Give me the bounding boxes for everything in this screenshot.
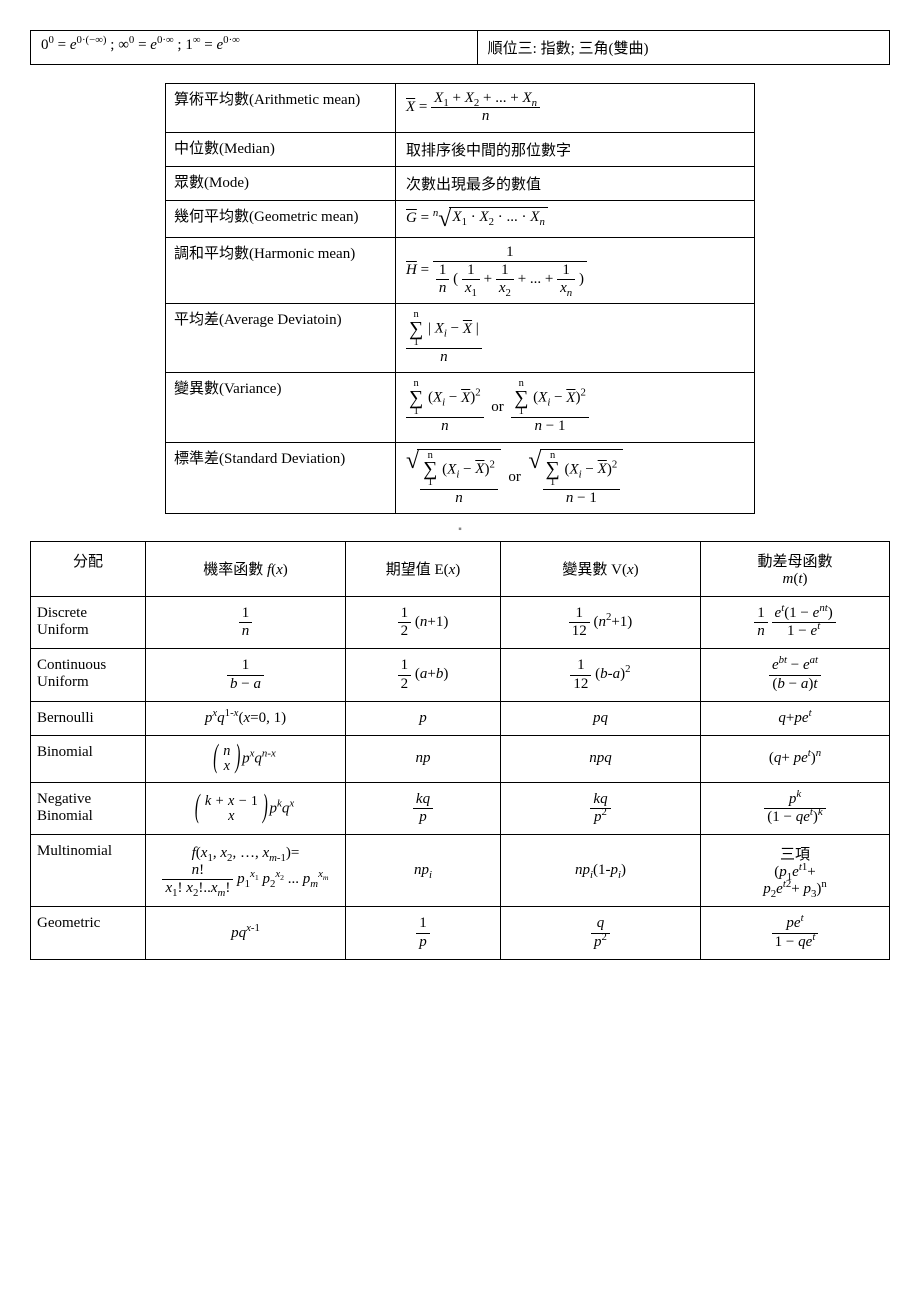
- dist-name: ContinuousUniform: [31, 649, 146, 702]
- indeterminate-forms-cell: 00 = e0·(−∞) ; ∞0 = e0·∞ ; 1∞ = e0·∞: [31, 31, 478, 65]
- indeterminate-forms-table: 00 = e0·(−∞) ; ∞0 = e0·∞ ; 1∞ = e0·∞ 順位三…: [30, 30, 890, 65]
- dist-name: Binomial: [31, 735, 146, 782]
- dist-row: Binomialnx pxqn-xnpnpq(q+ pet)n: [31, 735, 890, 782]
- stat-formula: n∑1 (Xi − X)2n or n∑1 (Xi − X)2n − 1: [396, 373, 755, 442]
- dist-vx: 112 (b-a)2: [501, 649, 701, 702]
- stat-formula: H = 11n ( 1x1 + 1x2 + ... + 1xn ): [396, 237, 755, 304]
- stat-label: 幾何平均數(Geometric mean): [166, 200, 396, 237]
- dist-mt: (q+ pet)n: [701, 735, 890, 782]
- dist-ex: p: [346, 701, 501, 735]
- stat-row: 眾數(Mode)次數出現最多的數值: [166, 166, 755, 200]
- priority-note-cell: 順位三: 指數; 三角(雙曲): [477, 31, 889, 65]
- dist-mt: 三項(p1et1+p2et2+ p3)n: [701, 835, 890, 907]
- stat-row: 算術平均數(Arithmetic mean)X = X1 + X2 + ... …: [166, 84, 755, 133]
- dist-name: NegativeBinomial: [31, 782, 146, 835]
- dist-mt: q+pet: [701, 701, 890, 735]
- dist-ex: kqp: [346, 782, 501, 835]
- statistics-definitions-table: 算術平均數(Arithmetic mean)X = X1 + X2 + ... …: [165, 83, 755, 514]
- dist-fx: pxq1-x(x=0, 1): [146, 701, 346, 735]
- dist-row: Multinomialf(x1, x2, …, xm-1)=n!x1! x2!.…: [31, 835, 890, 907]
- stat-label: 變異數(Variance): [166, 373, 396, 442]
- stat-label: 調和平均數(Harmonic mean): [166, 237, 396, 304]
- dist-vx: npi(1-pi): [501, 835, 701, 907]
- dist-hdr-fx: 機率函數 f(x): [146, 541, 346, 596]
- dist-mt: ebt − eat(b − a)t: [701, 649, 890, 702]
- stat-formula: 取排序後中間的那位數字: [396, 132, 755, 166]
- dist-name: DiscreteUniform: [31, 596, 146, 649]
- stat-label: 中位數(Median): [166, 132, 396, 166]
- dist-name: Geometric: [31, 907, 146, 960]
- stat-row: 變異數(Variance)n∑1 (Xi − X)2n or n∑1 (Xi −…: [166, 373, 755, 442]
- dist-ex: 1p: [346, 907, 501, 960]
- stat-label: 算術平均數(Arithmetic mean): [166, 84, 396, 133]
- dist-fx: nx pxqn-x: [146, 735, 346, 782]
- dist-hdr-name: 分配: [31, 541, 146, 596]
- dist-vx: kqp2: [501, 782, 701, 835]
- dist-ex: 12 (n+1): [346, 596, 501, 649]
- stat-row: 中位數(Median)取排序後中間的那位數字: [166, 132, 755, 166]
- dist-fx: k + x − 1x pkqx: [146, 782, 346, 835]
- stat-label: 平均差(Average Deviatoin): [166, 304, 396, 373]
- dist-vx: pq: [501, 701, 701, 735]
- dist-fx: 1b − a: [146, 649, 346, 702]
- stat-row: 標準差(Standard Deviation)√n∑1 (Xi − X)2n o…: [166, 442, 755, 513]
- dist-row: DiscreteUniform1n12 (n+1)112 (n2+1)1n et…: [31, 596, 890, 649]
- section-marker: ▪: [30, 524, 890, 535]
- stat-row: 調和平均數(Harmonic mean)H = 11n ( 1x1 + 1x2 …: [166, 237, 755, 304]
- dist-vx: qp2: [501, 907, 701, 960]
- dist-hdr-mt: 動差母函數m(t): [701, 541, 890, 596]
- distributions-table: 分配 機率函數 f(x) 期望值 E(x) 變異數 V(x) 動差母函數m(t)…: [30, 541, 890, 960]
- dist-vx: npq: [501, 735, 701, 782]
- dist-mt: 1n et(1 − ent)1 − et: [701, 596, 890, 649]
- dist-vx: 112 (n2+1): [501, 596, 701, 649]
- dist-name: Bernoulli: [31, 701, 146, 735]
- stat-row: 幾何平均數(Geometric mean)G = n√X1 · X2 · ...…: [166, 200, 755, 237]
- stat-row: 平均差(Average Deviatoin)n∑1 | Xi − X |n: [166, 304, 755, 373]
- dist-fx: pqx-1: [146, 907, 346, 960]
- dist-name: Multinomial: [31, 835, 146, 907]
- stat-formula: G = n√X1 · X2 · ... · Xn: [396, 200, 755, 237]
- stat-label: 眾數(Mode): [166, 166, 396, 200]
- dist-row: ContinuousUniform1b − a12 (a+b)112 (b-a)…: [31, 649, 890, 702]
- dist-mt: pk(1 − qet)k: [701, 782, 890, 835]
- stat-formula: √n∑1 (Xi − X)2n or √n∑1 (Xi − X)2n − 1: [396, 442, 755, 513]
- dist-row: NegativeBinomialk + x − 1x pkqxkqpkqp2pk…: [31, 782, 890, 835]
- dist-hdr-vx: 變異數 V(x): [501, 541, 701, 596]
- dist-fx: f(x1, x2, …, xm-1)=n!x1! x2!..xm! p1x1 p…: [146, 835, 346, 907]
- dist-ex: np: [346, 735, 501, 782]
- dist-row: Bernoullipxq1-x(x=0, 1)ppqq+pet: [31, 701, 890, 735]
- stat-formula: n∑1 | Xi − X |n: [396, 304, 755, 373]
- stat-formula: X = X1 + X2 + ... + Xnn: [396, 84, 755, 133]
- stat-formula: 次數出現最多的數值: [396, 166, 755, 200]
- dist-mt: pet1 − qet: [701, 907, 890, 960]
- dist-hdr-ex: 期望值 E(x): [346, 541, 501, 596]
- dist-ex: npi: [346, 835, 501, 907]
- stat-label: 標準差(Standard Deviation): [166, 442, 396, 513]
- dist-row: Geometricpqx-11pqp2pet1 − qet: [31, 907, 890, 960]
- dist-fx: 1n: [146, 596, 346, 649]
- dist-header-row: 分配 機率函數 f(x) 期望值 E(x) 變異數 V(x) 動差母函數m(t): [31, 541, 890, 596]
- dist-ex: 12 (a+b): [346, 649, 501, 702]
